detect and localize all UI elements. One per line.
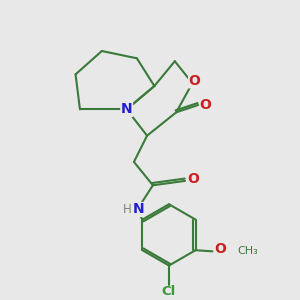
Text: O: O (214, 242, 226, 256)
Text: O: O (189, 74, 201, 88)
Text: N: N (133, 202, 144, 217)
Text: N: N (121, 102, 133, 116)
Text: H: H (123, 203, 132, 216)
Text: O: O (187, 172, 199, 186)
Text: O: O (200, 98, 211, 112)
Text: CH₃: CH₃ (237, 246, 258, 256)
Text: Cl: Cl (161, 285, 176, 298)
